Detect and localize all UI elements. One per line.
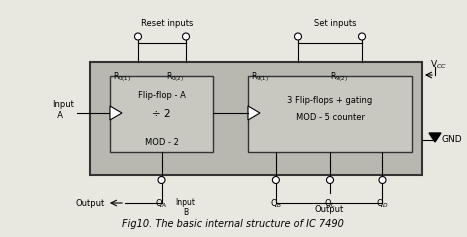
Circle shape xyxy=(183,33,190,40)
Text: Fig10. The basic internal structure of IC 7490: Fig10. The basic internal structure of I… xyxy=(122,219,344,229)
Text: Q$_C$: Q$_C$ xyxy=(324,198,336,210)
Text: Input
B: Input B xyxy=(176,198,196,217)
Text: 3 Flip-flops + gating: 3 Flip-flops + gating xyxy=(287,96,373,105)
Circle shape xyxy=(272,177,279,183)
Circle shape xyxy=(359,33,366,40)
Polygon shape xyxy=(248,106,260,120)
Text: MOD - 2: MOD - 2 xyxy=(145,138,178,147)
Text: V$_{CC}$: V$_{CC}$ xyxy=(430,59,447,71)
Bar xyxy=(110,76,213,152)
Circle shape xyxy=(379,177,386,183)
Circle shape xyxy=(295,33,302,40)
Text: Input
  A: Input A xyxy=(52,100,74,120)
Text: Set inputs: Set inputs xyxy=(314,19,356,28)
Bar xyxy=(248,76,412,152)
Text: GND: GND xyxy=(442,136,463,145)
Text: R$_{9(1)}$: R$_{9(1)}$ xyxy=(251,70,269,84)
Text: Output: Output xyxy=(76,199,105,208)
Text: MOD - 5 counter: MOD - 5 counter xyxy=(296,113,365,122)
Text: Reset inputs: Reset inputs xyxy=(141,19,193,28)
Text: Flip-flop - A: Flip-flop - A xyxy=(138,91,185,100)
Text: ÷ 2: ÷ 2 xyxy=(152,109,171,119)
Circle shape xyxy=(134,33,142,40)
Text: Q$_A$: Q$_A$ xyxy=(156,198,168,210)
Text: R$_{0(1)}$: R$_{0(1)}$ xyxy=(113,70,131,84)
Text: Q$_B$: Q$_B$ xyxy=(270,198,282,210)
Bar xyxy=(90,62,422,175)
Polygon shape xyxy=(429,133,441,142)
Polygon shape xyxy=(110,106,122,120)
Circle shape xyxy=(326,177,333,183)
Circle shape xyxy=(158,177,165,183)
Text: R$_{0(2)}$: R$_{0(2)}$ xyxy=(166,70,184,84)
Text: R$_{9(2)}$: R$_{9(2)}$ xyxy=(330,70,348,84)
Text: Output: Output xyxy=(315,205,344,214)
Text: Q$_D$: Q$_D$ xyxy=(376,198,389,210)
